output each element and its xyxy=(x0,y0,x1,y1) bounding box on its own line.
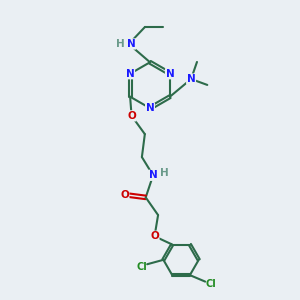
Text: O: O xyxy=(150,231,159,241)
Text: H: H xyxy=(116,39,124,49)
Text: N: N xyxy=(166,69,174,79)
Text: O: O xyxy=(120,190,129,200)
Text: N: N xyxy=(127,39,136,49)
Text: Cl: Cl xyxy=(205,279,216,289)
Text: N: N xyxy=(149,170,158,180)
Text: N: N xyxy=(126,69,134,79)
Text: O: O xyxy=(127,111,136,121)
Text: N: N xyxy=(187,74,196,84)
Text: Cl: Cl xyxy=(136,262,147,272)
Text: N: N xyxy=(146,103,154,113)
Text: H: H xyxy=(160,168,169,178)
